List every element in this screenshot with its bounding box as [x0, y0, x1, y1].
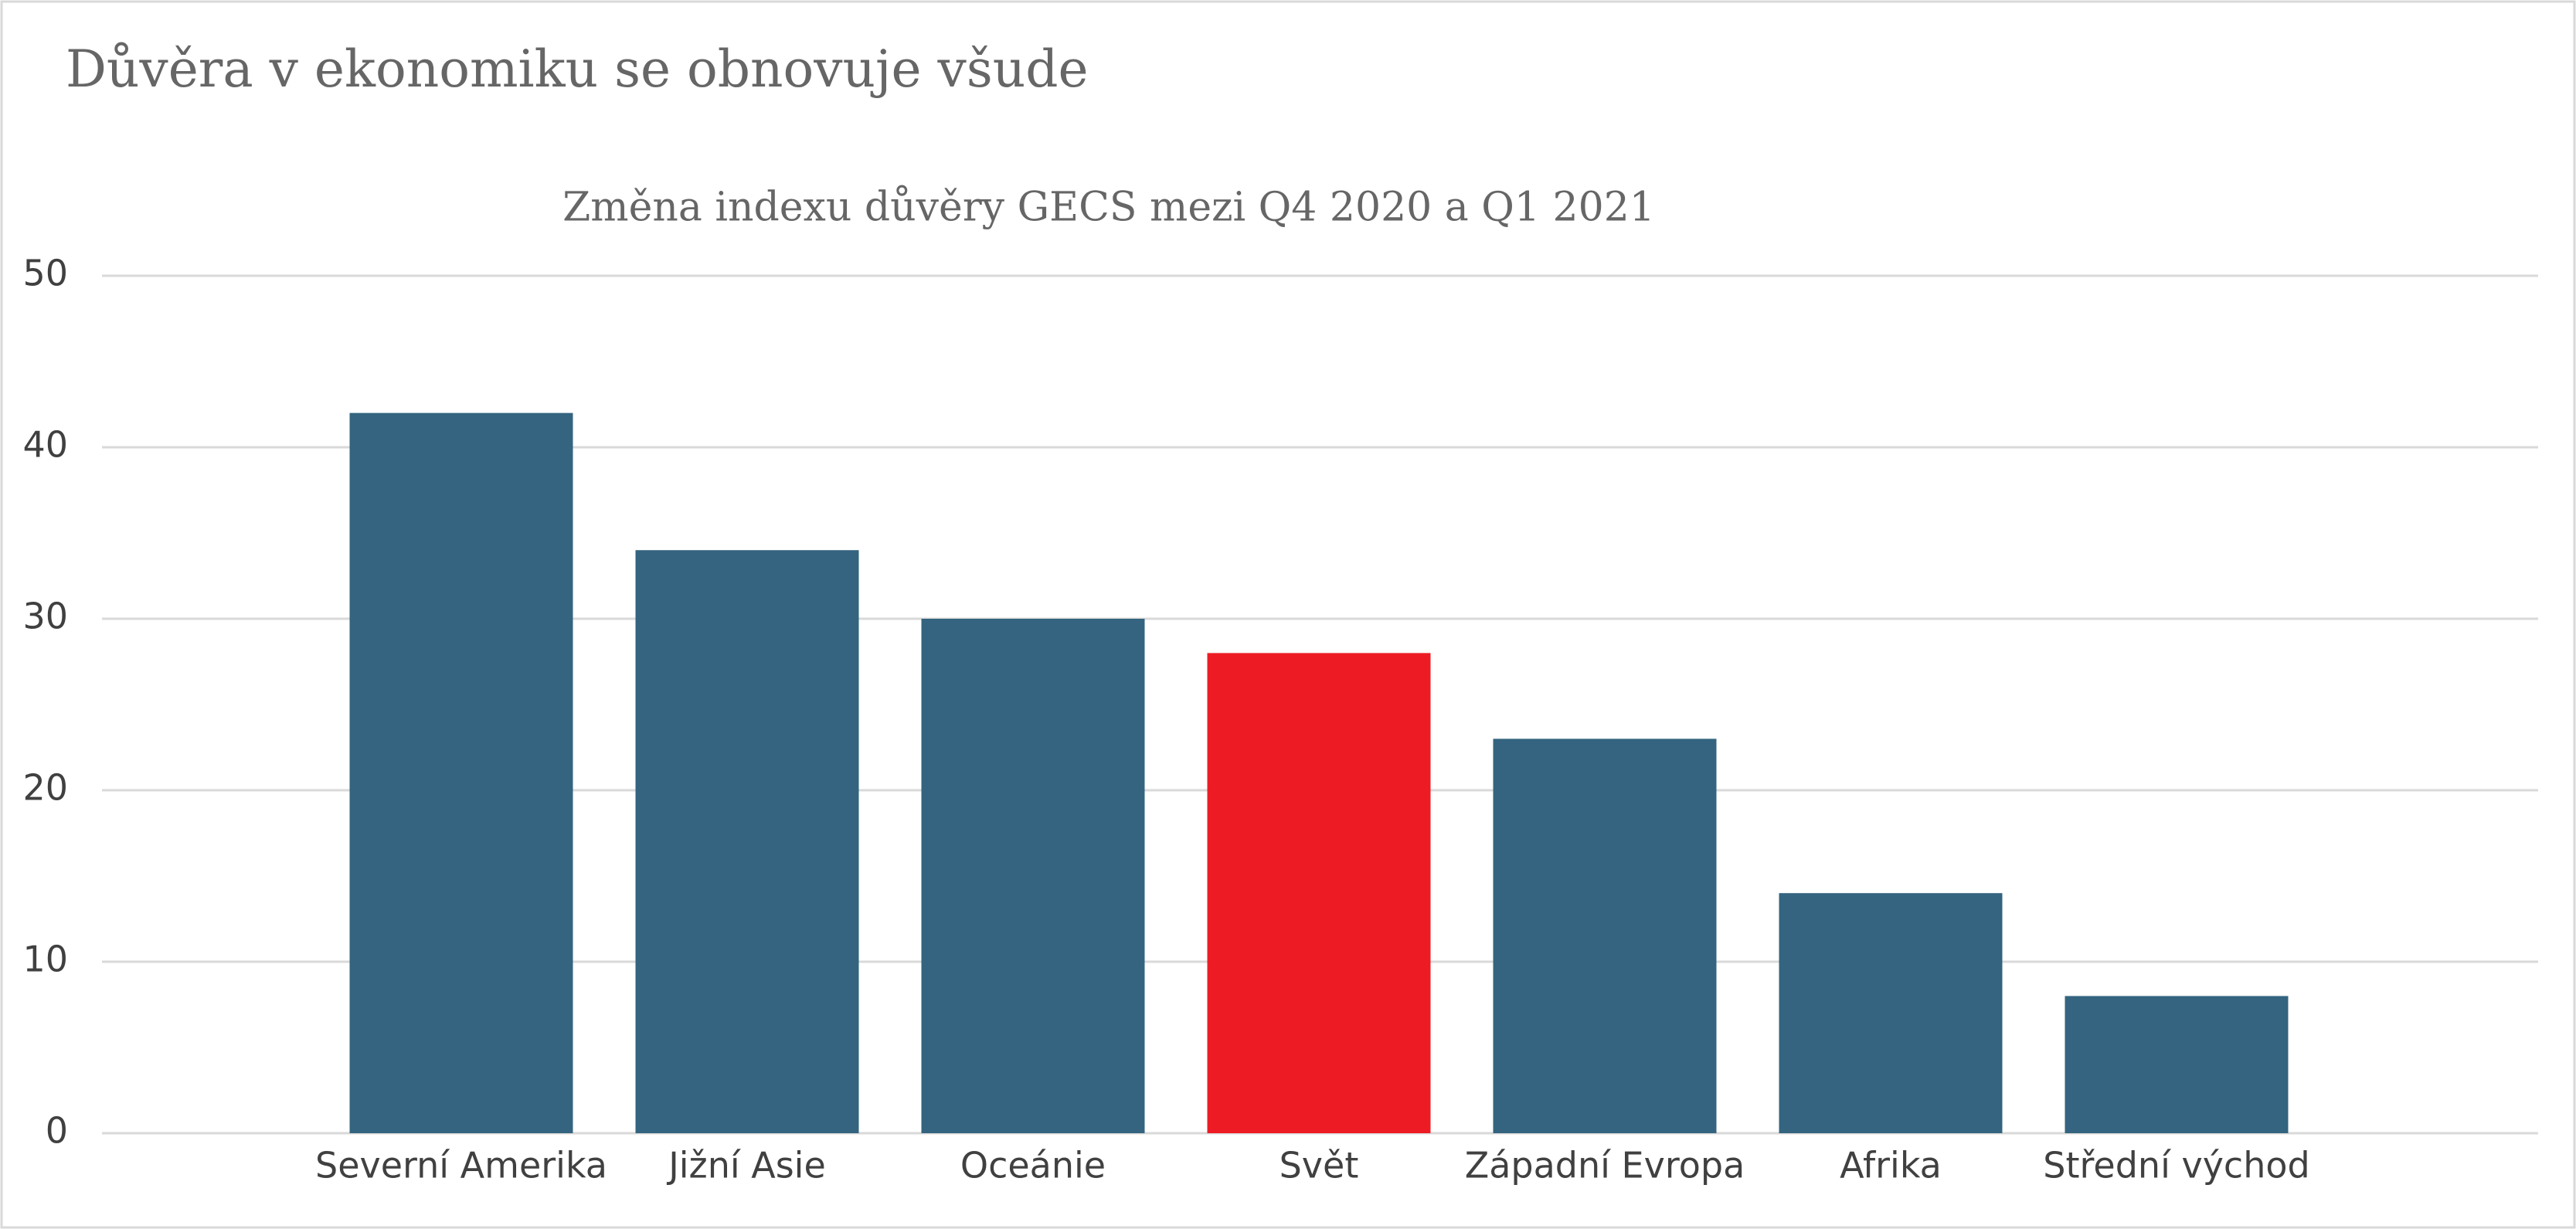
- y-tick-label: 40: [22, 424, 68, 466]
- x-tick-label: Západní Evropa: [1465, 1145, 1745, 1187]
- x-tick-label: Afrika: [1840, 1145, 1942, 1187]
- y-tick-label: 30: [22, 596, 68, 637]
- chart-title: Důvěra v ekonomiku se obnovuje všude: [66, 39, 1089, 99]
- bar: [1493, 738, 1717, 1133]
- y-tick-label: 50: [22, 253, 68, 294]
- x-tick-label: Oceánie: [960, 1145, 1106, 1187]
- bar: [2065, 996, 2289, 1133]
- bar: [921, 619, 1145, 1133]
- bar: [349, 412, 573, 1133]
- bar: [1779, 893, 2003, 1133]
- x-tick-label: Jižní Asie: [666, 1145, 826, 1187]
- x-tick-label: Svět: [1280, 1145, 1359, 1187]
- x-tick-label: Severní Amerika: [315, 1145, 607, 1187]
- y-tick-label: 0: [46, 1110, 68, 1152]
- y-tick-label: 10: [22, 939, 68, 980]
- x-tick-label: Střední východ: [2043, 1145, 2309, 1187]
- bar: [635, 550, 859, 1133]
- chart-subtitle: Změna indexu důvěry GECS mezi Q4 2020 a …: [562, 185, 1655, 231]
- y-tick-label: 20: [22, 767, 68, 809]
- bar: [1207, 653, 1431, 1133]
